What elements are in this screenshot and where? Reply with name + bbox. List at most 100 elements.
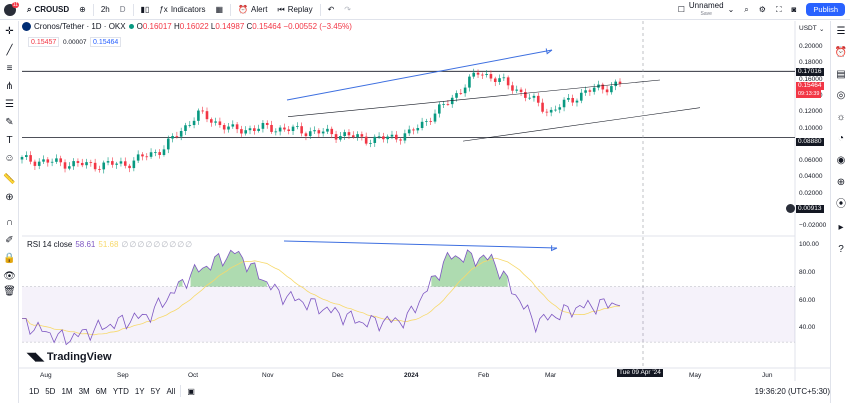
range-buttons: 1D 5D 1M 3M 6M YTD 1Y 5Y All: [26, 387, 178, 396]
eye-icon[interactable]: 👁: [3, 271, 16, 282]
lock-icon[interactable]: 🔒: [3, 253, 16, 264]
redo-button[interactable]: ↷: [339, 0, 356, 20]
undo-button[interactable]: ↶: [323, 0, 340, 20]
replay-button[interactable]: ⏮ Replay: [272, 0, 317, 20]
range-button-1m[interactable]: 1M: [61, 386, 73, 396]
profile-avatar[interactable]: 11: [4, 1, 19, 16]
candle: [175, 135, 179, 137]
emoji-icon[interactable]: ☺: [4, 153, 15, 164]
candle: [579, 92, 583, 101]
horizontal-lines-icon[interactable]: ≡: [6, 63, 13, 74]
watchlist-icon[interactable]: ☰: [836, 26, 846, 37]
news-icon[interactable]: ◔: [837, 133, 845, 144]
crosshair-icon[interactable]: ✛: [5, 26, 14, 37]
range-button-5d[interactable]: 5D: [45, 386, 56, 396]
range-button-5y[interactable]: 5Y: [150, 386, 161, 396]
alerts-icon[interactable]: ⏰: [834, 47, 848, 58]
candle: [455, 93, 458, 98]
time-tick-label: Jun: [762, 372, 773, 379]
lower-channel-line: [462, 107, 701, 142]
divider: [319, 3, 321, 16]
fullscreen-button[interactable]: ⛶: [771, 0, 787, 20]
candle: [373, 136, 377, 143]
date-range-icon[interactable]: ▣: [187, 386, 195, 396]
symbol-label: CROUSD: [34, 5, 70, 14]
brush-icon[interactable]: ✎: [5, 117, 14, 128]
legend-title[interactable]: Cronos/Tether · 1D · OKX: [34, 22, 126, 31]
snapshot-button[interactable]: ◙: [787, 0, 802, 20]
calendar-icon[interactable]: ◉: [836, 155, 846, 166]
templates-button[interactable]: ▦: [211, 0, 229, 20]
candle: [545, 111, 549, 113]
candle: [46, 159, 50, 163]
interval-button[interactable]: 2h: [96, 0, 115, 20]
legend-ohlc: O0.16017 H0.16022 L0.14987 C0.15464 −0.0…: [136, 22, 352, 31]
range-button-all[interactable]: All: [166, 386, 176, 396]
candle: [25, 155, 28, 158]
range-button-ytd[interactable]: YTD: [112, 386, 129, 396]
quick-search-button[interactable]: ⌕: [739, 0, 753, 20]
tradingview-logo[interactable]: ◥◣ TradingView: [27, 350, 112, 364]
candle: [446, 104, 450, 105]
candle: [485, 74, 488, 75]
candle: [72, 161, 75, 167]
fib-icon[interactable]: ☰: [5, 99, 14, 110]
settings-button[interactable]: ⚙: [754, 0, 771, 20]
rsi-label[interactable]: RSI 14 close: [27, 240, 73, 249]
time-tick-label: Aug: [40, 372, 52, 379]
pitchfork-icon[interactable]: ⋔: [5, 81, 14, 92]
symbol-search[interactable]: ⌕ CROUSD: [22, 0, 74, 20]
hotlist-icon[interactable]: ▸: [838, 222, 844, 233]
candle: [364, 136, 368, 144]
chevron-down-icon[interactable]: ⌄: [819, 26, 825, 33]
range-button-6m[interactable]: 6M: [95, 386, 107, 396]
text-icon[interactable]: T: [6, 135, 13, 146]
ruler-icon[interactable]: 📏: [3, 174, 16, 185]
candle: [429, 121, 433, 122]
candle: [390, 134, 394, 137]
ideas-icon[interactable]: ☼: [836, 112, 846, 123]
indicators-button[interactable]: ƒx Indicators: [154, 0, 210, 20]
range-button-3m[interactable]: 3M: [78, 386, 90, 396]
price-tick-label: 0.06000: [799, 157, 823, 165]
goto-icon[interactable]: [786, 204, 795, 213]
candle: [618, 81, 622, 84]
range-button-1d[interactable]: 1D: [29, 386, 40, 396]
candle: [360, 134, 364, 137]
clock[interactable]: 19:36:20 (UTC+5:30): [754, 386, 830, 396]
candle: [98, 169, 101, 170]
time-tick-label: 2024: [404, 372, 419, 379]
trash-icon[interactable]: 🗑: [3, 286, 16, 297]
sell-price-box[interactable]: 0.15457: [28, 37, 60, 47]
plus-icon: ⊕: [79, 5, 86, 14]
candle: [502, 77, 506, 79]
data-window-icon[interactable]: ▤: [836, 69, 846, 80]
magnet-icon[interactable]: ∩: [5, 217, 14, 228]
candle: [554, 109, 557, 111]
interval-secondary[interactable]: D: [115, 0, 131, 20]
help-icon[interactable]: ?: [838, 244, 844, 255]
alert-button[interactable]: ⏰ Alert: [233, 0, 272, 20]
layout-menu[interactable]: ☐ Unnamed Save ⌄: [673, 0, 740, 20]
candle: [240, 129, 243, 134]
open-value: 0.16017: [142, 22, 172, 31]
pine-icon[interactable]: ⦿: [836, 199, 846, 210]
publish-button[interactable]: Publish: [801, 0, 850, 20]
buy-price-box[interactable]: 0.15464: [90, 37, 122, 47]
replay-label: Replay: [287, 5, 313, 14]
layout-name-group: Unnamed Save: [689, 1, 724, 18]
divider: [230, 3, 232, 16]
candle: [119, 161, 123, 164]
candle-type-button[interactable]: ▮▯: [136, 0, 155, 20]
zoom-in-icon[interactable]: ⊕: [5, 192, 14, 203]
compare-button[interactable]: ⊕: [74, 0, 91, 20]
streams-icon[interactable]: ⊕: [836, 177, 846, 188]
trendline-icon[interactable]: ╱: [6, 45, 13, 56]
stay-drawing-icon[interactable]: ✐: [5, 235, 14, 246]
chat-icon[interactable]: ◎: [836, 90, 846, 101]
range-button-1y[interactable]: 1Y: [134, 386, 145, 396]
layout-status: Save: [700, 10, 712, 17]
currency-label[interactable]: USDT: [799, 25, 817, 32]
rsi-ma-value: 51.68: [98, 240, 119, 249]
